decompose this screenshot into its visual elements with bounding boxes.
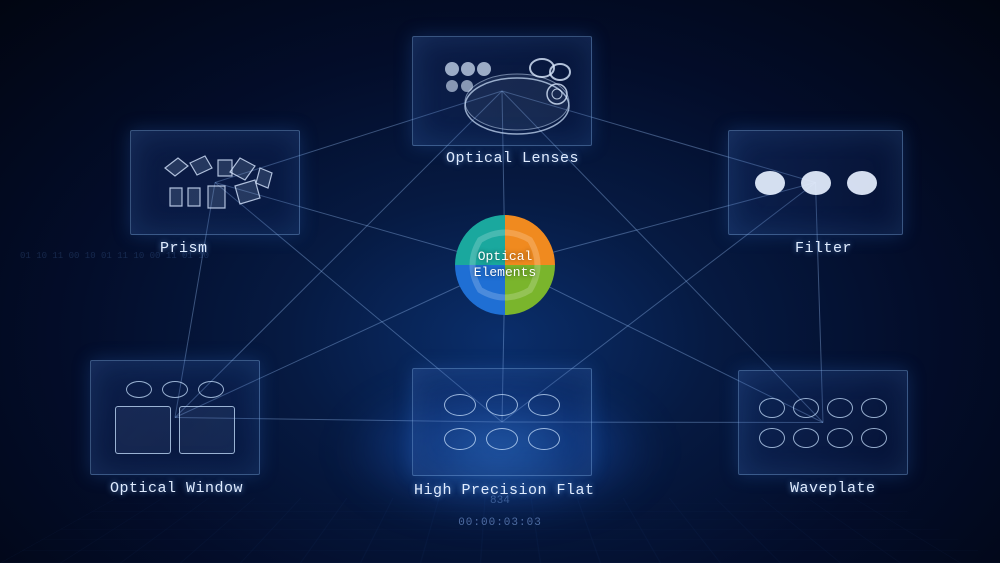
waveplate-ellipse xyxy=(793,428,819,448)
window-ellipse xyxy=(198,381,224,398)
label-filter: Filter xyxy=(795,240,852,257)
window-ellipse xyxy=(126,381,152,398)
node-waveplate[interactable] xyxy=(738,370,908,475)
label-optical-window: Optical Window xyxy=(110,480,243,497)
node-filter[interactable] xyxy=(728,130,903,235)
waveplate-ellipse xyxy=(793,398,819,418)
waveplate-ellipse xyxy=(861,398,887,418)
waveplate-ellipse xyxy=(759,398,785,418)
waveplate-ellipse xyxy=(827,398,853,418)
flat-ellipse xyxy=(486,394,518,416)
center-label-line1: Optical xyxy=(478,249,533,264)
window-rect xyxy=(179,406,235,454)
waveplate-ellipse xyxy=(759,428,785,448)
flat-ellipse xyxy=(444,394,476,416)
timecode-text: 00:00:03:03 xyxy=(458,517,542,529)
window-rect xyxy=(115,406,171,454)
filter-dot xyxy=(755,171,785,195)
node-optical-lenses[interactable] xyxy=(412,36,592,146)
small-number: 834 xyxy=(490,495,510,507)
window-ellipse xyxy=(162,381,188,398)
center-hub: Optical Elements xyxy=(450,210,560,320)
waveplate-ellipse xyxy=(827,428,853,448)
label-optical-lenses: Optical Lenses xyxy=(446,150,579,167)
node-prism[interactable] xyxy=(130,130,300,235)
perspective-grid xyxy=(0,498,1000,563)
center-label: Optical Elements xyxy=(474,249,536,280)
flat-ellipse xyxy=(528,394,560,416)
flat-ellipse xyxy=(444,428,476,450)
filter-dot xyxy=(801,171,831,195)
label-prism: Prism xyxy=(160,240,208,257)
node-high-precision-flat[interactable] xyxy=(412,368,592,476)
node-optical-window[interactable] xyxy=(90,360,260,475)
center-label-line2: Elements xyxy=(474,265,536,280)
flat-ellipse xyxy=(528,428,560,450)
label-waveplate: Waveplate xyxy=(790,480,876,497)
waveplate-ellipse xyxy=(861,428,887,448)
flat-ellipse xyxy=(486,428,518,450)
filter-dot xyxy=(847,171,877,195)
